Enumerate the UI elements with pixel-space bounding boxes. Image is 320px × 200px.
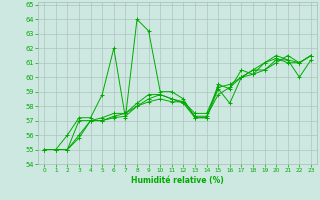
X-axis label: Humidité relative (%): Humidité relative (%) <box>131 176 224 185</box>
